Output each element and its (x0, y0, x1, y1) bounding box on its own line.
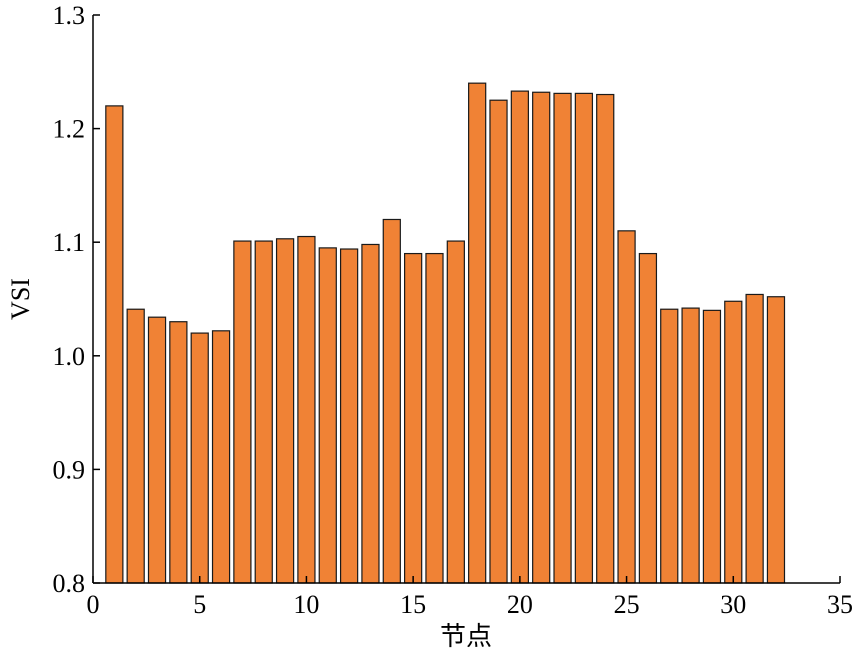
bar-node-21 (532, 91, 551, 584)
bar-node-28 (681, 307, 700, 584)
bars-group (105, 82, 786, 584)
axes-group (92, 15, 840, 584)
y-axis-title: VSI (6, 278, 35, 320)
bar-node-4 (169, 321, 188, 584)
bar-node-32 (766, 296, 786, 584)
bar-node-10 (297, 235, 316, 584)
bar-node-13 (361, 243, 380, 584)
bar-node-2 (126, 308, 145, 584)
bar-node-27 (660, 308, 679, 584)
bar-node-19 (489, 99, 508, 584)
bar-node-20 (510, 90, 529, 584)
bar-node-11 (318, 247, 337, 584)
y-tick-label: 1.1 (53, 228, 86, 257)
x-tick-label: 35 (827, 590, 853, 619)
bar-node-18 (468, 82, 487, 584)
bar-node-6 (211, 330, 231, 584)
x-tick-label: 15 (400, 590, 426, 619)
bar-node-29 (702, 309, 722, 584)
bar-node-5 (190, 332, 209, 584)
y-ticks-group: 0.8 0.9 1.0 1.1 1.2 1.3 (53, 1, 100, 598)
bar-node-31 (745, 293, 764, 584)
y-tick-label: 0.8 (53, 569, 86, 598)
bar-node-16 (425, 252, 444, 584)
bar-node-9 (275, 238, 295, 584)
y-tick-label: 1.0 (53, 342, 86, 371)
bar-node-17 (446, 240, 465, 584)
bar-node-22 (553, 92, 572, 584)
x-ticks-group: 0 5 10 15 20 25 30 35 (87, 576, 853, 619)
x-tick-label: 20 (507, 590, 533, 619)
x-tick-label: 10 (293, 590, 319, 619)
bar-node-3 (147, 316, 167, 584)
bar-node-23 (574, 92, 594, 584)
y-tick-label: 0.9 (53, 455, 86, 484)
bar-node-30 (724, 300, 743, 584)
bar-node-25 (617, 230, 636, 584)
y-tick-label: 1.3 (53, 1, 86, 30)
bar-node-15 (404, 252, 423, 584)
x-tick-label: 25 (614, 590, 640, 619)
bar-node-7 (233, 240, 252, 584)
bar-node-8 (254, 240, 273, 584)
bar-node-1 (105, 105, 124, 584)
x-tick-label: 5 (193, 590, 206, 619)
bar-node-24 (596, 93, 615, 584)
bar-node-12 (339, 248, 359, 584)
bar-node-14 (382, 218, 401, 584)
x-axis-title: 节点 (440, 622, 492, 652)
x-tick-label: 30 (720, 590, 746, 619)
bar-node-26 (638, 252, 658, 584)
y-tick-label: 1.2 (53, 115, 86, 144)
x-tick-label: 0 (87, 590, 100, 619)
